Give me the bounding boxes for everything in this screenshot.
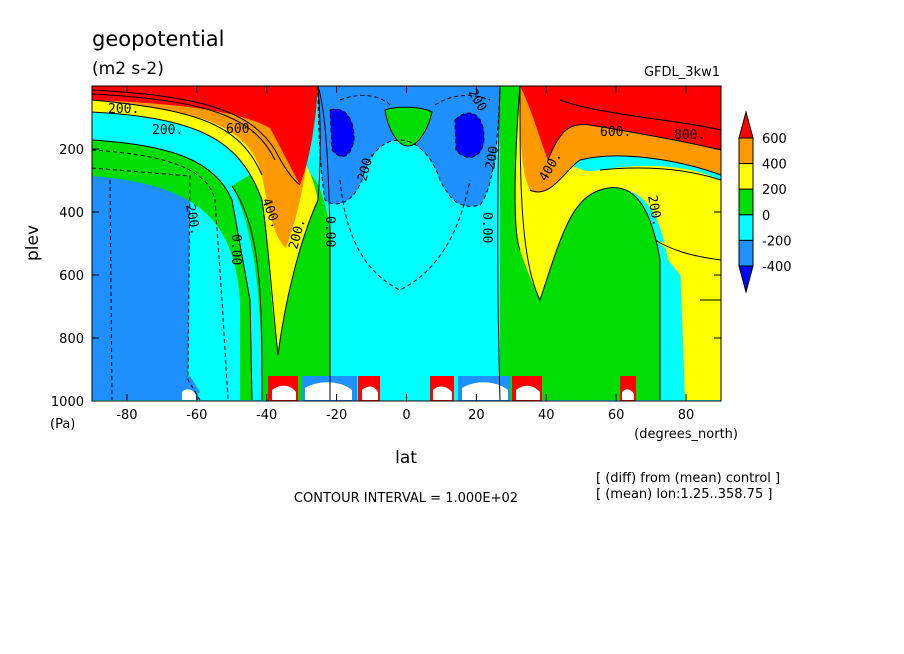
region-0-200-right <box>500 86 660 400</box>
colorbar-arrow-top <box>738 110 754 139</box>
contour-line <box>277 86 321 356</box>
contour-lines-negative <box>92 86 501 401</box>
contour-line <box>92 111 279 356</box>
colorbar-label: 0 <box>762 209 770 224</box>
x-tick-label: -40 <box>256 408 277 423</box>
contour-label-group: 200. 600. 200. 400. 200. 0.00 0.00 200. … <box>108 87 705 266</box>
contour-interval: CONTOUR INTERVAL = 1.000E+02 <box>294 491 518 506</box>
contour-line-dashed <box>454 112 485 158</box>
contour-label: 600. <box>600 125 631 140</box>
colorbar-swatch <box>738 188 754 216</box>
contour-label: 0.00 <box>228 234 243 265</box>
region-minus400-right-core <box>455 112 485 158</box>
contour-label: 200. <box>182 203 202 236</box>
chart-title: geopotential <box>92 27 225 51</box>
surface-mask-6 <box>516 385 540 400</box>
surface-mask-5 <box>462 382 508 400</box>
y-axis: 200 400 600 800 1000 <box>51 143 721 410</box>
x-axis-label: lat <box>395 448 417 468</box>
contour-line <box>92 139 253 401</box>
region-minus400-left <box>92 168 200 400</box>
contour-label: 600. <box>226 122 257 137</box>
x-tick-label: -80 <box>116 408 137 423</box>
contour-label: 200 <box>483 145 502 171</box>
colorbar-label: 600 <box>762 132 787 147</box>
x-tick-label: -20 <box>326 408 347 423</box>
contour-line-dashed <box>339 179 471 291</box>
contour-label: 200. <box>108 102 139 117</box>
contour-line-dashed <box>109 179 113 401</box>
x-tick-label: 20 <box>468 408 485 423</box>
contour-line <box>231 185 263 401</box>
chart-units: (m2 s-2) <box>92 59 164 79</box>
y-tick-label: 600 <box>59 269 84 284</box>
colorbar-swatch <box>738 163 754 190</box>
contour-line <box>317 86 331 400</box>
colorbar-swatch <box>738 137 754 165</box>
region-600plus-right <box>520 86 721 160</box>
x-tick-label: 40 <box>538 408 555 423</box>
x-tick-label: 0 <box>402 408 410 423</box>
annotation-diff: [ (diff) from (mean) control ] <box>596 471 780 486</box>
region-minus400-left-core <box>330 109 355 157</box>
x-tick-label: 80 <box>678 408 695 423</box>
contour-lines <box>92 86 721 401</box>
contour-line <box>92 89 301 186</box>
colorbar: 600 400 200 0 -200 -400 <box>738 110 792 294</box>
region-0-200-left <box>92 140 252 400</box>
contour-line-dashed <box>329 108 355 158</box>
contour-line <box>92 93 276 161</box>
contour-line-dashed <box>92 167 201 401</box>
contour-line <box>559 99 721 131</box>
region-0-200-center <box>385 107 432 146</box>
contour-label: 0.00 <box>479 212 494 243</box>
filled-contours <box>92 86 721 401</box>
surface-mask-2 <box>305 382 352 400</box>
x-tick-label: -60 <box>186 408 207 423</box>
contour-label: 200. <box>152 123 183 138</box>
colorbar-swatch <box>738 239 754 267</box>
contour-line <box>547 123 721 161</box>
colorbar-label: 400 <box>762 158 787 173</box>
dataset-label: GFDL_3kw1 <box>644 65 720 80</box>
contour-label: 0.00 <box>322 216 337 247</box>
surface-mask-4 <box>433 386 452 400</box>
region-600plus-left <box>92 86 318 185</box>
contour-line-dashed <box>434 94 491 106</box>
surface-mask-3 <box>362 386 378 400</box>
surface-mask-1 <box>272 385 296 400</box>
y-tick-label: 800 <box>59 332 84 347</box>
region-200-400-right-edge <box>655 240 721 400</box>
contour-line-dashed <box>92 149 229 401</box>
surface-mask-7 <box>622 389 634 400</box>
x-units: (degrees_north) <box>634 427 738 442</box>
colorbar-label: 200 <box>762 183 787 198</box>
colorbar-label: -200 <box>762 234 792 249</box>
contour-line <box>599 167 721 181</box>
contour-label: 200. <box>644 194 664 227</box>
annotation-mean: [ (mean) lon:1.25..358.75 ] <box>596 487 772 502</box>
contour-label: 800. <box>674 128 705 143</box>
region-minus400-center <box>318 86 500 207</box>
contour-line <box>654 239 721 261</box>
y-tick-label: 200 <box>59 143 84 158</box>
contour-line-dashed <box>339 94 391 106</box>
colorbar-label: -400 <box>762 260 792 275</box>
contour-line <box>514 86 521 251</box>
colorbar-swatch <box>738 214 754 241</box>
y-units: (Pa) <box>50 417 75 432</box>
contour-line <box>529 155 721 193</box>
contour-line <box>92 99 263 176</box>
contour-line <box>384 106 433 147</box>
y-tick-label: 1000 <box>51 395 84 410</box>
contour-line <box>519 86 661 400</box>
contour-line-dashed <box>317 86 501 207</box>
surface-mask-8 <box>182 389 196 400</box>
x-tick-label: 60 <box>608 408 625 423</box>
x-axis: -80 -60 -40 -20 0 20 40 60 80 <box>116 86 694 423</box>
y-axis-label: plev <box>23 225 43 261</box>
y-tick-label: 400 <box>59 206 84 221</box>
colorbar-arrow-bottom <box>738 265 754 294</box>
